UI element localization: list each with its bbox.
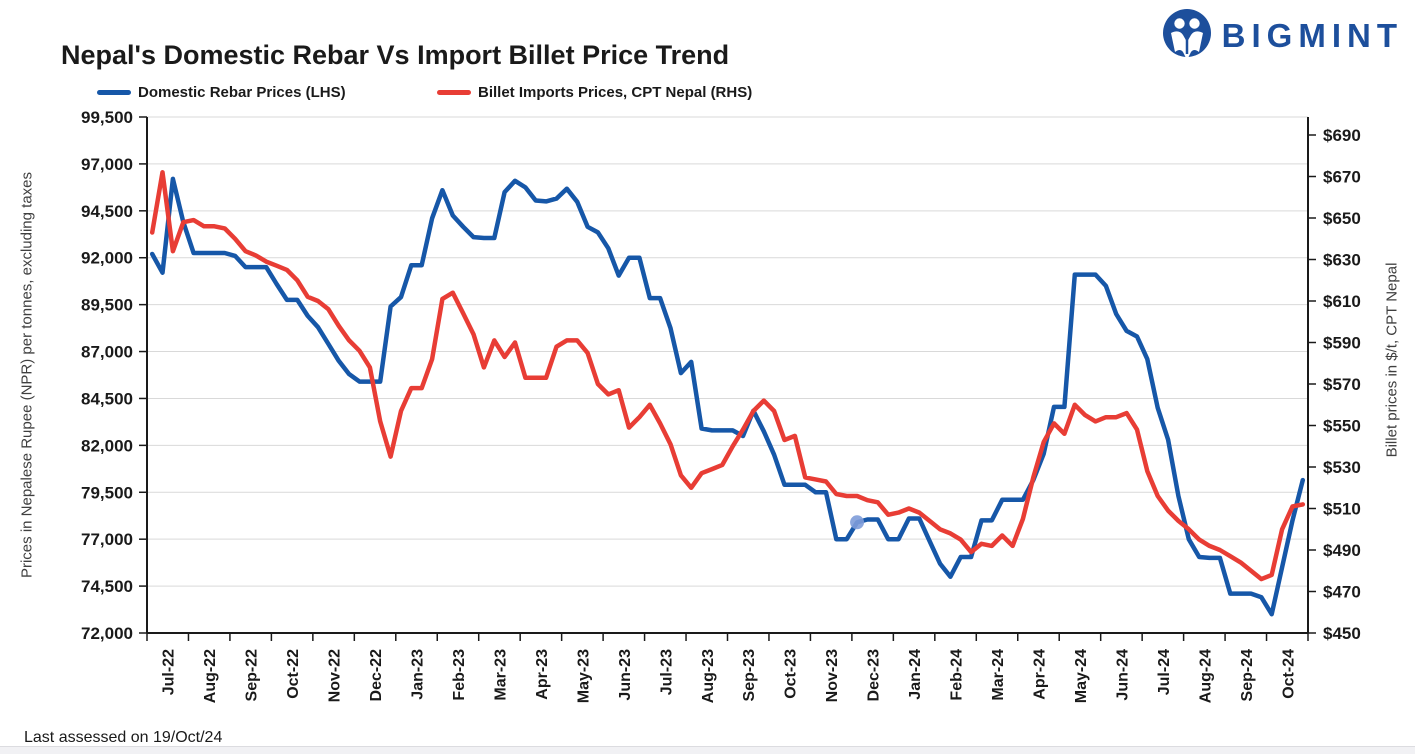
left-axis-title: Prices in Nepalese Rupee (NPR) per tonne… [18, 171, 36, 579]
right-tick-label: $510 [1323, 500, 1361, 519]
highlighted-data-point [850, 515, 865, 530]
x-tick-label: May-23 [575, 649, 592, 703]
right-tick-label: $550 [1323, 417, 1361, 436]
left-tick-label: 82,000 [81, 436, 133, 455]
left-tick-label: 74,500 [81, 577, 133, 596]
brand-logo: BIGMINT [1161, 8, 1403, 64]
left-tick-label: 87,000 [81, 343, 133, 362]
chart-legend: Domestic Rebar Prices (LHS) Billet Impor… [0, 84, 1415, 102]
x-tick-label: Feb-23 [451, 649, 468, 701]
right-tick-label: $650 [1323, 209, 1361, 228]
x-tick-label: Jan-24 [907, 649, 924, 700]
x-tick-label: Jul-23 [658, 649, 675, 695]
x-tick-label: Feb-24 [949, 649, 966, 701]
right-tick-label: $590 [1323, 334, 1361, 353]
left-tick-label: 84,500 [81, 389, 133, 408]
last-assessed-note: Last assessed on 19/Oct/24 [24, 729, 223, 746]
left-tick-label: 79,500 [81, 483, 133, 502]
left-tick-label: 94,500 [81, 202, 133, 221]
brand-name: BIGMINT [1221, 17, 1403, 54]
left-tick-label: 99,500 [81, 108, 133, 127]
x-tick-label: Jun-23 [617, 649, 634, 701]
right-tick-label: $450 [1323, 624, 1361, 643]
x-tick-label: Aug-23 [700, 649, 717, 703]
x-tick-label: Dec-22 [368, 649, 385, 702]
right-tick-label: $690 [1323, 126, 1361, 145]
x-tick-label: Sep-24 [1239, 649, 1256, 702]
chart-title: Nepal's Domestic Rebar Vs Import Billet … [61, 40, 730, 70]
legend-item-rebar: Domestic Rebar Prices (LHS) [97, 84, 346, 101]
x-tick-label: Jul-22 [161, 649, 178, 695]
x-tick-label: Apr-24 [1031, 649, 1048, 700]
price-trend-chart: 99,500 97,000 94,500 92,000 89,500 87,000 84,5… [0, 105, 1415, 730]
x-tick-label: Jun-24 [1114, 649, 1131, 701]
legend-item-billet: Billet Imports Prices, CPT Nepal (RHS) [437, 84, 752, 101]
x-tick-label: Oct-23 [783, 649, 800, 699]
billet-line [149, 170, 1306, 582]
right-tick-label: $670 [1323, 168, 1361, 187]
x-tick-label: Sep-22 [244, 649, 261, 702]
rebar-line [149, 176, 1306, 617]
x-tick-label: Jul-24 [1156, 649, 1173, 695]
rebar-legend-swatch-icon [97, 90, 131, 95]
window-bottom-strip [0, 746, 1415, 754]
legend-label-billet: Billet Imports Prices, CPT Nepal (RHS) [478, 84, 753, 101]
right-tick-label: $630 [1323, 251, 1361, 270]
x-tick-label: Apr-23 [534, 649, 551, 700]
right-tick-label: $470 [1323, 583, 1361, 602]
right-tick-label: $610 [1323, 292, 1361, 311]
x-tick-label: Oct-24 [1280, 649, 1297, 699]
x-tick-label: Jan-23 [410, 649, 427, 700]
x-tick-label: Nov-22 [327, 649, 344, 702]
billet-legend-swatch-icon [437, 90, 471, 95]
left-tick-label: 89,500 [81, 296, 133, 315]
right-tick-label: $570 [1323, 375, 1361, 394]
x-tick-label: Mar-23 [492, 649, 509, 701]
left-tick-label: 77,000 [81, 530, 133, 549]
x-tick-label: Mar-24 [990, 649, 1007, 701]
x-tick-label: Oct-22 [285, 649, 302, 699]
right-axis-title: Billet prices in $/t, CPT Nepal [1383, 262, 1401, 458]
x-tick-label: May-24 [1073, 649, 1090, 703]
legend-label-rebar: Domestic Rebar Prices (LHS) [138, 84, 346, 101]
left-tick-label: 97,000 [81, 155, 133, 174]
left-tick-label: 72,000 [81, 624, 133, 643]
right-tick-label: $490 [1323, 541, 1361, 560]
x-tick-label: Dec-23 [866, 649, 883, 702]
x-tick-label: Aug-24 [1197, 649, 1214, 703]
x-tick-label: Aug-22 [202, 649, 219, 703]
x-tick-label: Nov-23 [824, 649, 841, 702]
x-tick-label: Sep-23 [741, 649, 758, 702]
right-tick-label: $530 [1323, 458, 1361, 477]
bigmint-logo-icon [1162, 9, 1211, 60]
left-tick-label: 92,000 [81, 249, 133, 268]
chart-canvas: 99,500 97,000 94,500 92,000 89,500 87,000 84,5… [81, 108, 1361, 703]
